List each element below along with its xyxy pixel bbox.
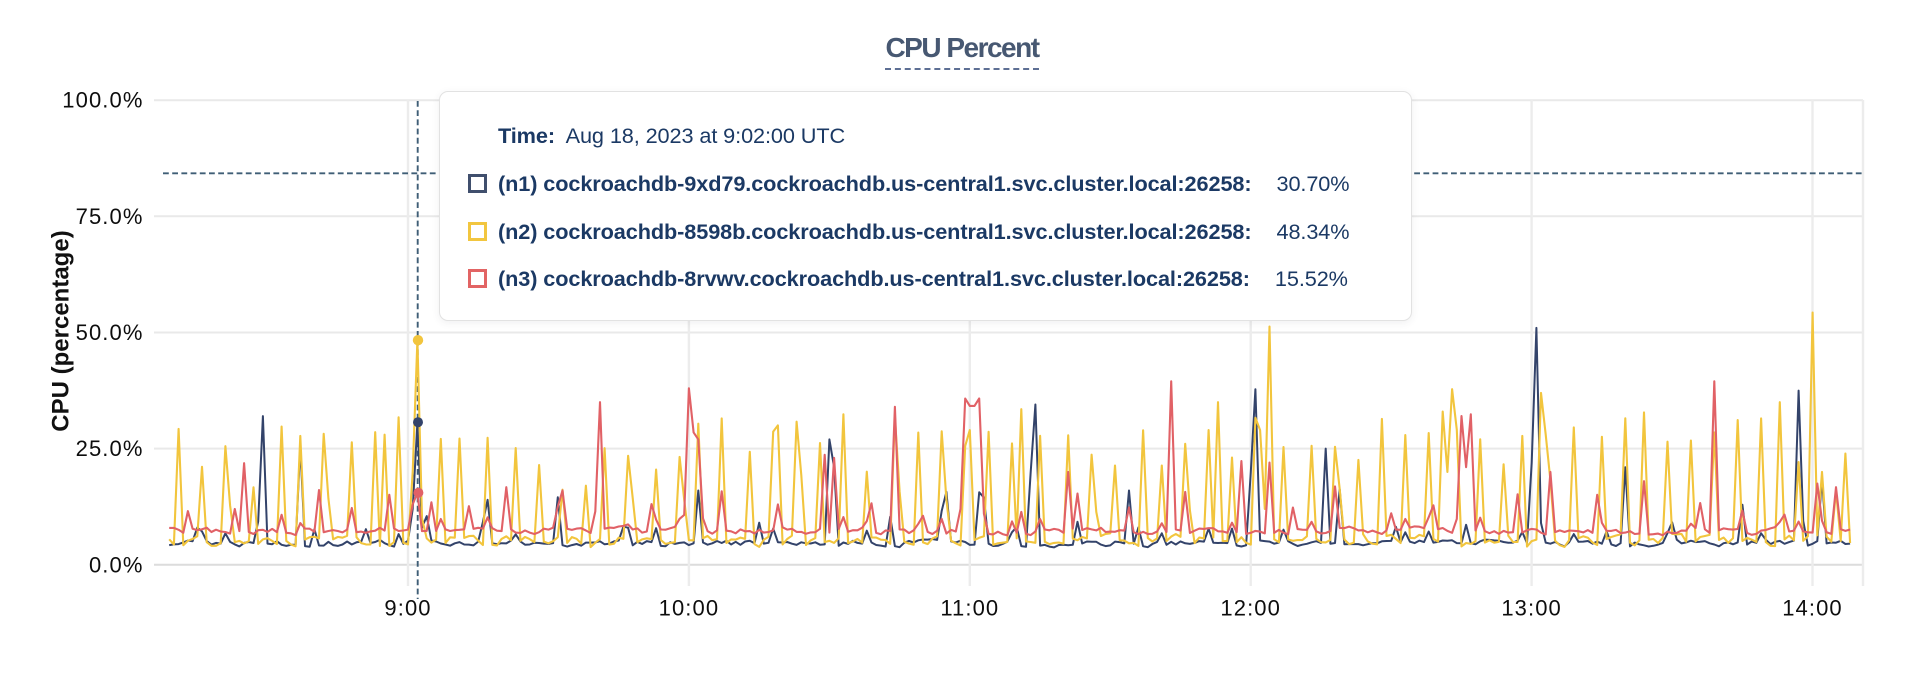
svg-text:9:00: 9:00 [384,596,431,621]
svg-text:10:00: 10:00 [659,596,720,621]
svg-text:0.0%: 0.0% [89,552,144,577]
svg-text:13:00: 13:00 [1501,596,1562,621]
svg-text:14:00: 14:00 [1782,596,1843,621]
svg-text:11:00: 11:00 [940,596,999,621]
svg-text:CPU (percentage): CPU (percentage) [48,230,75,431]
svg-text:25.0%: 25.0% [76,436,144,461]
svg-text:75.0%: 75.0% [76,204,144,229]
svg-text:50.0%: 50.0% [76,320,144,345]
svg-text:100.0%: 100.0% [62,88,143,113]
svg-text:12:00: 12:00 [1220,596,1281,621]
